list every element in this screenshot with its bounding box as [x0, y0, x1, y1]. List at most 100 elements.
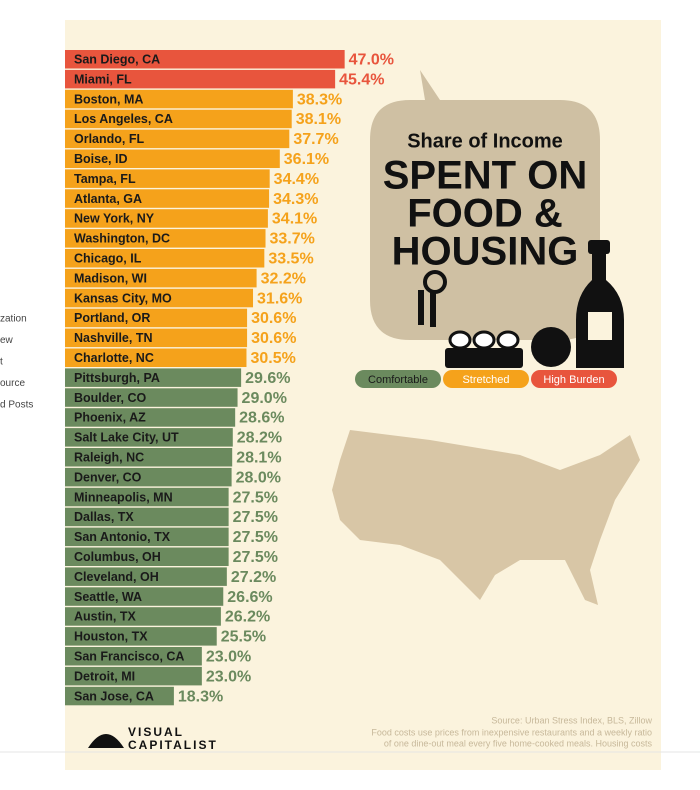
- sidebar-item[interactable]: ew: [0, 335, 14, 346]
- value-label: 23.0%: [206, 668, 251, 685]
- bar: [65, 388, 238, 407]
- value-label: 29.0%: [242, 390, 287, 407]
- sidebar-item[interactable]: d Posts: [0, 400, 33, 411]
- bar: [65, 169, 270, 188]
- sidebar: zation ew t ource d Posts: [0, 314, 33, 411]
- category-label: Tampa, FL: [74, 172, 136, 186]
- bar: [65, 627, 217, 646]
- value-label: 23.0%: [206, 648, 251, 665]
- category-label: Charlotte, NC: [74, 351, 154, 365]
- legend-swatch: [355, 370, 441, 388]
- category-label: Madison, WI: [74, 271, 147, 285]
- note-line: Food costs use prices from inexpensive r…: [371, 727, 652, 737]
- legend-label: High Burden: [543, 374, 604, 386]
- bar: [65, 487, 229, 507]
- value-label: 30.5%: [250, 350, 295, 367]
- bar: [65, 268, 257, 288]
- legend: Comfortable Stretched High Burden: [355, 370, 617, 388]
- bar: [65, 647, 202, 666]
- value-label: 28.2%: [237, 430, 282, 447]
- sidebar-item[interactable]: ource: [0, 378, 25, 389]
- value-label: 34.4%: [274, 171, 319, 188]
- category-label: Kansas City, MO: [74, 291, 172, 305]
- value-label: 26.2%: [225, 609, 270, 626]
- category-label: Atlanta, GA: [74, 192, 142, 206]
- category-label: Miami, FL: [74, 72, 132, 86]
- category-label: Cleveland, OH: [74, 570, 159, 584]
- category-label: Portland, OR: [74, 311, 150, 325]
- value-label: 27.2%: [231, 569, 276, 586]
- bar-chart: San Diego, CA 47.0% Miami, FL 45.4% Boston, …: [65, 50, 394, 706]
- brand-line: CAPITALIST: [128, 738, 218, 752]
- value-label: 33.5%: [268, 250, 313, 267]
- category-label: Chicago, IL: [74, 252, 142, 266]
- bar: [65, 607, 221, 626]
- value-label: 38.3%: [297, 91, 342, 108]
- value-label: 27.5%: [233, 529, 278, 546]
- bar: [65, 567, 227, 586]
- category-label: Boise, ID: [74, 152, 128, 166]
- sidebar-item[interactable]: t: [0, 357, 3, 368]
- value-label: 34.1%: [272, 211, 317, 228]
- value-label: 25.5%: [221, 629, 266, 646]
- us-map: [332, 430, 640, 605]
- bar: [65, 448, 233, 467]
- value-label: 26.6%: [227, 589, 272, 606]
- bar: [65, 666, 202, 686]
- legend-label: Comfortable: [368, 374, 428, 386]
- brand-line: VISUAL: [128, 725, 184, 739]
- value-label: 28.0%: [236, 469, 281, 486]
- note-line: of one dine-out meal every five home-coo…: [384, 738, 653, 748]
- value-label: 28.1%: [236, 449, 281, 466]
- category-label: Nashville, TN: [74, 331, 153, 345]
- bar: [65, 129, 290, 149]
- bar: [65, 308, 248, 328]
- bar: [65, 209, 268, 228]
- speech-bubble: [370, 70, 600, 340]
- bar: [65, 69, 336, 89]
- category-label: Austin, TX: [74, 610, 136, 624]
- category-label: Boulder, CO: [74, 391, 147, 405]
- value-label: 27.5%: [233, 549, 278, 566]
- bar: [65, 348, 247, 367]
- category-label: Pittsburgh, PA: [74, 371, 160, 385]
- bar: [65, 189, 270, 208]
- title-line: SPENT ON: [383, 154, 587, 198]
- value-label: 33.7%: [270, 231, 315, 248]
- value-label: 36.1%: [284, 151, 329, 168]
- value-label: 18.3%: [178, 688, 223, 705]
- bar: [65, 587, 224, 606]
- category-label: Salt Lake City, UT: [74, 431, 179, 445]
- bar: [65, 89, 293, 109]
- category-label: New York, NY: [74, 212, 155, 226]
- sidebar-item[interactable]: zation: [0, 314, 27, 325]
- bar: [65, 507, 229, 527]
- category-label: Detroit, MI: [74, 669, 135, 683]
- category-label: Minneapolis, MN: [74, 490, 173, 504]
- category-label: Orlando, FL: [74, 132, 145, 146]
- bar: [65, 229, 266, 248]
- bar: [65, 368, 242, 387]
- bar: [65, 288, 254, 308]
- subtitle: Share of Income: [407, 130, 563, 152]
- bar: [65, 408, 236, 427]
- bar: [65, 527, 229, 547]
- category-label: San Antonio, TX: [74, 530, 171, 544]
- value-label: 28.6%: [239, 410, 284, 427]
- value-label: 38.1%: [296, 111, 341, 128]
- category-label: Los Angeles, CA: [74, 112, 173, 126]
- logo-icon: [88, 734, 124, 748]
- value-label: 45.4%: [339, 71, 384, 88]
- value-label: 27.5%: [233, 509, 278, 526]
- bar: [65, 547, 229, 566]
- title-line: HOUSING: [392, 230, 579, 274]
- bar: [65, 467, 232, 487]
- value-label: 37.7%: [293, 131, 338, 148]
- value-label: 31.6%: [257, 290, 302, 307]
- value-label: 30.6%: [251, 310, 296, 327]
- bar: [65, 109, 292, 129]
- source: Source: Urban Stress Index, BLS, Zillow: [491, 715, 652, 725]
- category-label: Washington, DC: [74, 232, 170, 246]
